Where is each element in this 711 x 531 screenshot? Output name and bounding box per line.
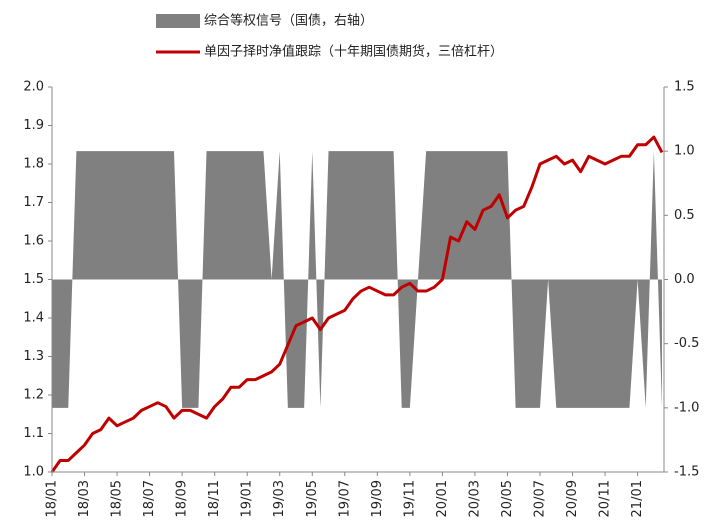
x-tick-label: 18/11: [207, 480, 222, 517]
x-tick-label: 19/07: [337, 480, 352, 517]
y-tick-label: 1.3: [23, 349, 44, 364]
y2-tick-label: -0.5: [674, 336, 699, 351]
x-tick-label: 20/03: [467, 480, 482, 517]
signal-area: [52, 151, 662, 408]
y-tick-label: 1.1: [23, 426, 44, 441]
y-tick-label: 1.8: [23, 157, 44, 172]
x-tick-label: 19/05: [305, 480, 320, 517]
y2-tick-label: 0.5: [674, 208, 695, 223]
x-tick-label: 19/03: [272, 480, 287, 517]
legend-label: 综合等权信号（国债，右轴）: [204, 13, 373, 29]
y2-tick-label: -1.0: [674, 400, 699, 415]
x-tick-label: 18/07: [142, 480, 157, 517]
y-tick-label: 1.4: [23, 311, 44, 326]
legend-swatch: [156, 14, 200, 28]
legend-label: 单因子择时净值跟踪（十年期国债期货，三倍杠杆）: [204, 44, 503, 60]
x-tick-label: 20/05: [500, 480, 515, 517]
x-tick-label: 19/09: [370, 480, 385, 517]
y2-tick-label: 0.0: [674, 272, 695, 287]
x-tick-label: 19/11: [402, 480, 417, 517]
y2-tick-label: 1.0: [674, 144, 695, 159]
x-tick-label: 18/03: [77, 480, 92, 517]
y-tick-label: 1.6: [23, 234, 44, 249]
y2-tick-label: 1.5: [674, 80, 695, 95]
x-tick-label: 18/01: [45, 480, 60, 517]
x-tick-label: 18/05: [110, 480, 125, 517]
y-tick-label: 2.0: [23, 80, 44, 95]
x-tick-label: 20/01: [435, 480, 450, 517]
x-tick-label: 20/07: [533, 480, 548, 517]
x-tick-label: 21/01: [630, 480, 645, 517]
y-tick-label: 1.0: [23, 465, 44, 480]
y-tick-label: 1.7: [23, 195, 44, 210]
x-tick-label: 20/11: [598, 480, 613, 517]
y-tick-label: 1.5: [23, 272, 44, 287]
nav-line: [50, 135, 664, 473]
y-tick-label: 1.9: [23, 118, 44, 133]
x-tick-label: 20/09: [565, 480, 580, 517]
y2-tick-label: -1.5: [674, 465, 699, 480]
y-tick-label: 1.2: [23, 388, 44, 403]
x-tick-label: 18/09: [175, 480, 190, 517]
x-tick-label: 19/01: [240, 480, 255, 517]
